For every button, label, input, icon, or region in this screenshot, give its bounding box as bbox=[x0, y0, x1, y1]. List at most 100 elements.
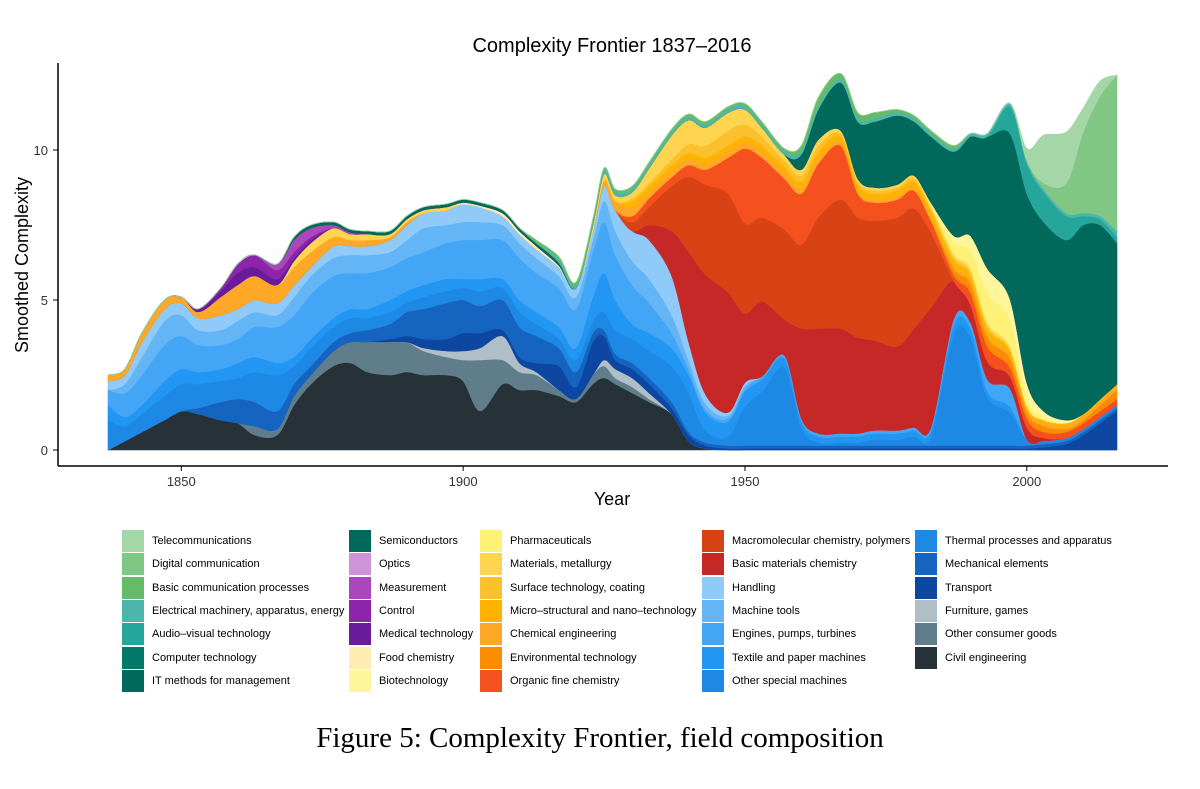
legend-item: Macromolecular chemistry, polymers bbox=[702, 530, 910, 552]
legend-label: Food chemistry bbox=[379, 651, 455, 664]
x-tick-label: 2000 bbox=[1012, 474, 1041, 489]
legend-label: Biotechnology bbox=[379, 674, 449, 687]
figure-caption: Figure 5: Complexity Frontier, field com… bbox=[316, 722, 884, 754]
legend-label: Medical technology bbox=[379, 628, 474, 641]
legend-label: Audio–visual technology bbox=[152, 628, 271, 641]
legend-swatch bbox=[480, 530, 502, 552]
legend-label: Furniture, games bbox=[945, 604, 1029, 617]
legend-label: Pharmaceuticals bbox=[510, 535, 592, 547]
legend-label: Micro–structural and nano–technology bbox=[510, 604, 697, 617]
legend-swatch bbox=[349, 623, 371, 646]
legend-item: Handling bbox=[702, 576, 776, 599]
legend-item: Other special machines bbox=[702, 669, 847, 692]
legend-item: Environmental technology bbox=[480, 646, 637, 669]
legend-label: Materials, metallurgy bbox=[510, 558, 612, 571]
legend-swatch bbox=[122, 576, 144, 599]
legend-item: Biotechnology bbox=[349, 669, 449, 692]
legend-item: Control bbox=[349, 599, 415, 622]
area-layers bbox=[106, 73, 1118, 451]
x-tick-label: 1900 bbox=[449, 474, 478, 489]
legend-item: Mechanical elements bbox=[915, 553, 1049, 576]
legend-item: Measurement bbox=[349, 576, 447, 599]
legend-swatch bbox=[349, 553, 371, 576]
x-ticks: 1850 1900 1950 2000 bbox=[167, 466, 1041, 489]
legend-swatch bbox=[702, 669, 724, 692]
legend-label: Measurement bbox=[379, 581, 447, 594]
legend-item: Optics bbox=[349, 553, 411, 576]
legend-label: Macromolecular chemistry, polymers bbox=[732, 535, 911, 547]
legend-swatch bbox=[915, 599, 937, 622]
legend-label: Handling bbox=[732, 581, 776, 594]
legend-swatch bbox=[702, 599, 724, 622]
legend-item: Medical technology bbox=[349, 623, 474, 646]
legend-swatch bbox=[349, 599, 371, 622]
legend-item: Electrical machinery, apparatus, energy bbox=[122, 599, 344, 622]
legend-item: Surface technology, coating bbox=[480, 576, 645, 599]
legend-item: Civil engineering bbox=[915, 646, 1027, 669]
legend-label: Digital communication bbox=[152, 558, 260, 571]
legend-swatch bbox=[702, 553, 724, 576]
legend-item: Semiconductors bbox=[349, 530, 458, 552]
legend-swatch bbox=[702, 646, 724, 669]
legend-item: Basic communication processes bbox=[122, 576, 310, 599]
legend-swatch bbox=[480, 623, 502, 646]
legend-swatch bbox=[122, 599, 144, 622]
legend-swatch bbox=[122, 530, 144, 552]
legend-label: Environmental technology bbox=[510, 651, 637, 664]
legend-swatch bbox=[480, 646, 502, 669]
legend-swatch bbox=[915, 646, 937, 669]
x-axis-label: Year bbox=[594, 489, 630, 509]
legend-item: Materials, metallurgy bbox=[480, 553, 612, 576]
legend-item: IT methods for management bbox=[122, 669, 290, 692]
area-series-telecommunications bbox=[107, 73, 1118, 376]
legend-label: Other consumer goods bbox=[945, 628, 1057, 641]
legend-swatch bbox=[480, 553, 502, 576]
legend-label: Basic materials chemistry bbox=[732, 558, 857, 571]
axes bbox=[57, 63, 1168, 467]
legend-label: Engines, pumps, turbines bbox=[732, 628, 857, 641]
legend-item: Transport bbox=[915, 576, 992, 599]
legend-label: Computer technology bbox=[152, 651, 257, 664]
legend-item: Audio–visual technology bbox=[122, 623, 271, 646]
legend-item: Other consumer goods bbox=[915, 623, 1057, 646]
legend-label: Civil engineering bbox=[945, 651, 1027, 664]
legend-label: Optics bbox=[379, 558, 411, 571]
legend-item: Micro–structural and nano–technology bbox=[480, 599, 697, 622]
legend-label: IT methods for management bbox=[152, 674, 290, 687]
legend-label: Other special machines bbox=[732, 674, 847, 687]
legend-item: Furniture, games bbox=[915, 599, 1029, 622]
legend-label: Textile and paper machines bbox=[732, 651, 866, 664]
legend-swatch bbox=[349, 576, 371, 599]
legend-label: Basic communication processes bbox=[152, 581, 310, 594]
y-tick-label: 5 bbox=[41, 293, 48, 308]
legend-label: Control bbox=[379, 604, 415, 617]
legend-swatch bbox=[915, 530, 937, 552]
legend-label: Mechanical elements bbox=[945, 558, 1049, 571]
legend-label: Chemical engineering bbox=[510, 628, 617, 641]
legend-label: Machine tools bbox=[732, 604, 800, 617]
legend-swatch bbox=[349, 530, 371, 552]
legend-item: Organic fine chemistry bbox=[480, 669, 620, 692]
legend-swatch bbox=[122, 623, 144, 646]
legend-swatch bbox=[480, 599, 502, 622]
legend-swatch bbox=[122, 646, 144, 669]
legend-swatch bbox=[915, 576, 937, 599]
legend-item: Basic materials chemistry bbox=[702, 553, 857, 576]
x-tick-label: 1850 bbox=[167, 474, 196, 489]
legend-swatch bbox=[349, 669, 371, 692]
x-tick-label: 1950 bbox=[731, 474, 760, 489]
legend-label: Telecommunications bbox=[152, 535, 252, 547]
stacked-area-chart: Complexity Frontier 1837–2016 1850 1900 19… bbox=[12, 35, 1168, 509]
legend-item: Engines, pumps, turbines bbox=[702, 623, 857, 646]
y-tick-label: 0 bbox=[41, 443, 48, 458]
legend-swatch bbox=[915, 623, 937, 646]
chart-title: Complexity Frontier 1837–2016 bbox=[472, 35, 751, 57]
chart-legend: Telecommunications Digital communication B… bbox=[122, 530, 1132, 700]
y-axis-label: Smoothed Complexity bbox=[12, 177, 32, 353]
legend-swatch bbox=[702, 576, 724, 599]
legend-label: Organic fine chemistry bbox=[510, 674, 620, 687]
legend-swatch bbox=[349, 646, 371, 669]
legend-item: Digital communication bbox=[122, 553, 260, 576]
legend-swatch bbox=[702, 530, 724, 552]
legend-swatch bbox=[122, 669, 144, 692]
